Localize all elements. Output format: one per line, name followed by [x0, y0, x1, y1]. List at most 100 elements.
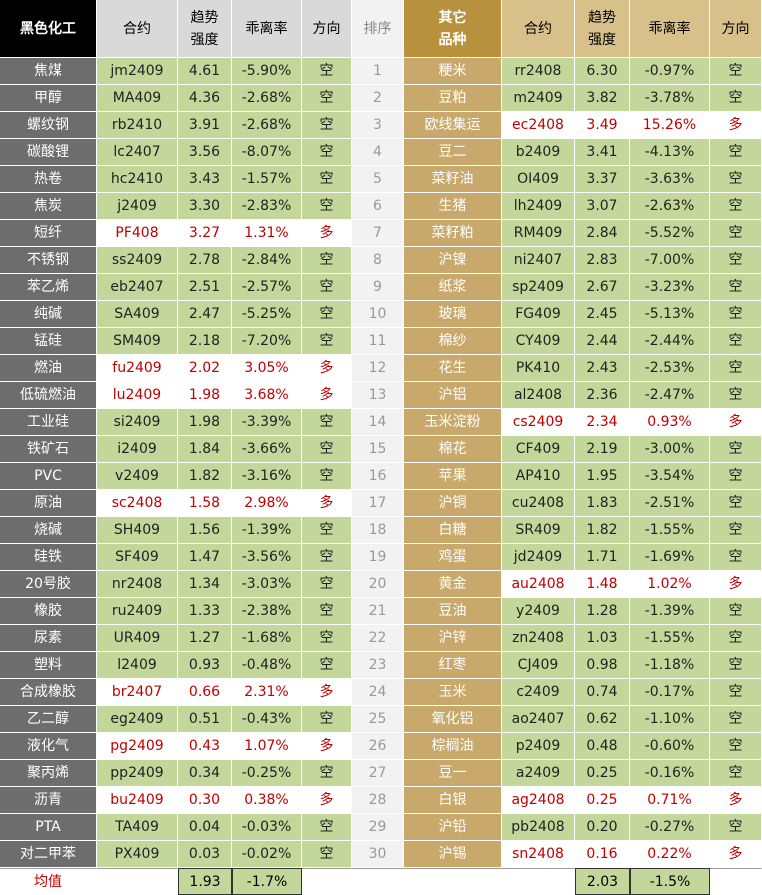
rank-cell: 25 [352, 706, 404, 733]
rank-cell: 12 [352, 355, 404, 382]
data-cell: ao2407 [502, 706, 575, 733]
product-name: 碳酸锂 [0, 139, 97, 166]
data-cell: lh2409 [502, 193, 575, 220]
product-name: 合成橡胶 [0, 679, 97, 706]
data-cell: -3.00% [630, 436, 710, 463]
data-cell: pp2409 [97, 760, 178, 787]
data-cell: 空 [710, 625, 762, 652]
product-name: 焦炭 [0, 193, 97, 220]
data-cell: 0.03 [178, 841, 232, 868]
data-cell: 空 [710, 193, 762, 220]
data-cell: 空 [302, 571, 352, 598]
rank-cell: 26 [352, 733, 404, 760]
header-cell: 排序 [352, 0, 404, 58]
product-name: 沪锡 [404, 841, 502, 868]
data-cell: zn2408 [502, 625, 575, 652]
header-cell: 黑色化工 [0, 0, 97, 58]
data-cell: SH409 [97, 517, 178, 544]
data-cell: 3.27 [178, 220, 232, 247]
data-cell: 空 [302, 328, 352, 355]
data-cell: 2.43 [575, 355, 630, 382]
product-name: 苯乙烯 [0, 274, 97, 301]
product-name: 热卷 [0, 166, 97, 193]
data-cell: -2.63% [630, 193, 710, 220]
product-name: 棉纱 [404, 328, 502, 355]
data-cell: 2.02 [178, 355, 232, 382]
data-cell: 0.38% [232, 787, 302, 814]
data-cell: 0.48 [575, 733, 630, 760]
data-cell: ni2407 [502, 247, 575, 274]
data-cell: -5.52% [630, 220, 710, 247]
data-cell: l2409 [97, 652, 178, 679]
data-cell: -1.55% [630, 517, 710, 544]
data-cell: 1.98 [178, 382, 232, 409]
data-cell: -2.84% [232, 247, 302, 274]
data-cell: 3.41 [575, 139, 630, 166]
product-name: 欧线集运 [404, 112, 502, 139]
data-cell: 1.83 [575, 490, 630, 517]
product-name: 鸡蛋 [404, 544, 502, 571]
header-cell: 趋势 强度 [575, 0, 630, 58]
product-name: 菜籽油 [404, 166, 502, 193]
rank-cell: 23 [352, 652, 404, 679]
data-cell: 1.33 [178, 598, 232, 625]
data-cell: 空 [710, 544, 762, 571]
footer-blank [352, 868, 404, 895]
data-cell: CY409 [502, 328, 575, 355]
rank-cell: 21 [352, 598, 404, 625]
rank-cell: 9 [352, 274, 404, 301]
data-cell: -1.10% [630, 706, 710, 733]
data-cell: -2.57% [232, 274, 302, 301]
data-cell: 3.07 [575, 193, 630, 220]
product-name: 苹果 [404, 463, 502, 490]
rank-cell: 27 [352, 760, 404, 787]
rank-cell: 19 [352, 544, 404, 571]
data-cell: 空 [710, 760, 762, 787]
data-cell: -3.56% [232, 544, 302, 571]
data-cell: 2.18 [178, 328, 232, 355]
data-cell: si2409 [97, 409, 178, 436]
rank-cell: 7 [352, 220, 404, 247]
product-name: 沪铅 [404, 814, 502, 841]
product-name: 橡胶 [0, 598, 97, 625]
product-name: 纸浆 [404, 274, 502, 301]
data-cell: 2.19 [575, 436, 630, 463]
data-cell: -0.16% [630, 760, 710, 787]
data-cell: -5.13% [630, 301, 710, 328]
data-cell: 3.43 [178, 166, 232, 193]
data-cell: SR409 [502, 517, 575, 544]
data-cell: 0.66 [178, 679, 232, 706]
data-cell: -2.83% [232, 193, 302, 220]
data-cell: SM409 [97, 328, 178, 355]
data-cell: 0.98 [575, 652, 630, 679]
data-cell: 空 [710, 220, 762, 247]
product-name: 乙二醇 [0, 706, 97, 733]
data-cell: cu2408 [502, 490, 575, 517]
data-cell: -5.25% [232, 301, 302, 328]
rank-cell: 10 [352, 301, 404, 328]
product-name: 原油 [0, 490, 97, 517]
product-name: 聚丙烯 [0, 760, 97, 787]
rank-cell: 30 [352, 841, 404, 868]
footer-value: 2.03 [575, 868, 630, 895]
data-cell: 0.20 [575, 814, 630, 841]
data-cell: 多 [302, 382, 352, 409]
data-cell: 2.51 [178, 274, 232, 301]
data-cell: 多 [302, 679, 352, 706]
data-cell: i2409 [97, 436, 178, 463]
data-cell: 多 [710, 841, 762, 868]
data-cell: 2.78 [178, 247, 232, 274]
product-name: 锰硅 [0, 328, 97, 355]
data-cell: pb2408 [502, 814, 575, 841]
data-cell: 空 [710, 274, 762, 301]
data-cell: -3.39% [232, 409, 302, 436]
product-name: 焦煤 [0, 58, 97, 85]
header-cell: 方向 [302, 0, 352, 58]
data-cell: -7.00% [630, 247, 710, 274]
rank-cell: 18 [352, 517, 404, 544]
footer-blank [404, 868, 502, 895]
data-cell: 空 [710, 652, 762, 679]
data-cell: nr2408 [97, 571, 178, 598]
data-cell: 空 [710, 733, 762, 760]
